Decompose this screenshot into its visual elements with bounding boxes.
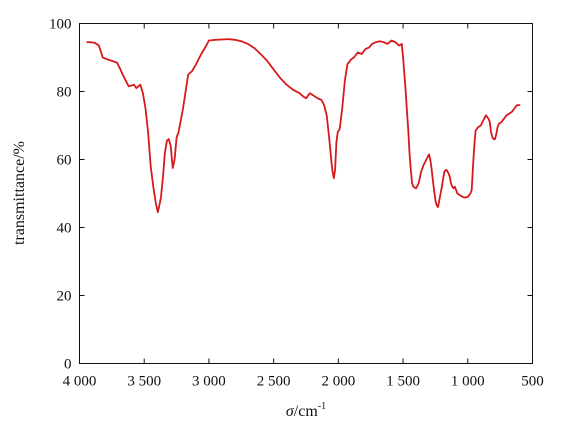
x-axis-title-exponent: -1: [318, 401, 326, 412]
x-tick-label: 3 500: [127, 374, 161, 390]
x-tick-label: 2 000: [321, 374, 355, 390]
y-tick-label: 80: [57, 85, 72, 101]
y-tick-label: 0: [64, 357, 72, 373]
x-axis-title-unit: /cm: [294, 403, 319, 420]
x-axis-title-symbol: σ: [286, 403, 295, 420]
x-axis-title: σ/cm-1: [286, 401, 326, 420]
x-tick-label: 500: [521, 374, 544, 390]
y-tick-label: 20: [57, 289, 72, 305]
y-tick-label: 100: [49, 17, 72, 33]
y-tick-label: 40: [57, 221, 72, 237]
x-tick-label: 4 000: [63, 374, 97, 390]
x-tick-label: 1 000: [451, 374, 485, 390]
x-axis: 4 000 3 500 3 000 2 500 2 000 1 500 1 000 500: [63, 23, 544, 390]
plot-frame: [79, 23, 533, 364]
series-line: [86, 38, 521, 214]
y-axis-title: transmittance/%: [11, 141, 28, 245]
x-tick-label: 2 500: [257, 374, 291, 390]
x-tick-label: 1 500: [386, 374, 420, 390]
y-tick-label: 60: [57, 153, 72, 169]
x-tick-label: 3 000: [192, 374, 226, 390]
plot-area: [86, 38, 521, 214]
y-axis: 0 20 40 60 80 100: [49, 17, 533, 373]
